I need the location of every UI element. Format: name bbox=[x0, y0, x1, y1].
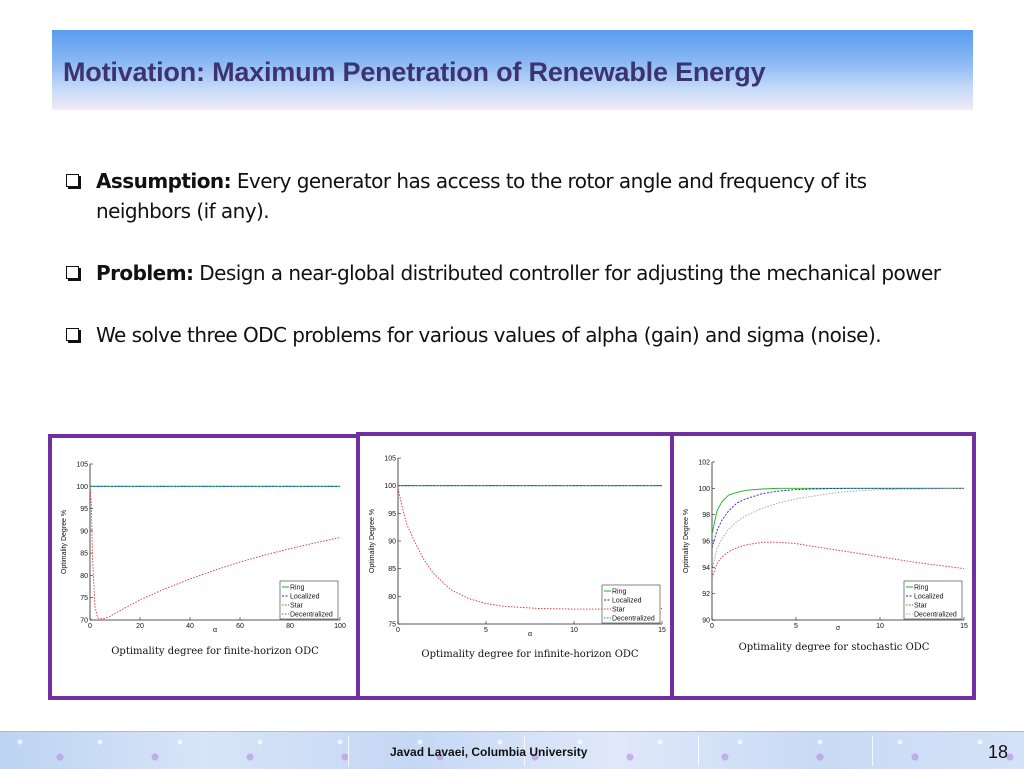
legend-label: Decentralized bbox=[612, 616, 655, 623]
footer-divider bbox=[348, 736, 349, 766]
y-axis-label: Optimality Degree % bbox=[683, 509, 690, 573]
x-tick-label: 100 bbox=[334, 623, 346, 630]
legend-label: Ring bbox=[612, 589, 627, 596]
legend-label: Ring bbox=[290, 585, 305, 592]
legend-box bbox=[903, 580, 963, 620]
x-axis-label: σ bbox=[836, 625, 841, 632]
series-line-star bbox=[711, 541, 965, 579]
x-tick-label: 15 bbox=[658, 627, 666, 634]
legend-label: Localized bbox=[914, 594, 944, 601]
y-tick-label: 95 bbox=[388, 511, 396, 518]
x-tick-label: 0 bbox=[88, 623, 92, 630]
x-axis-label: α bbox=[213, 627, 217, 634]
bullet-lead: Problem: bbox=[96, 261, 194, 285]
y-tick-label: 80 bbox=[80, 573, 88, 580]
y-tick-label: 90 bbox=[80, 528, 88, 535]
y-tick-label: 100 bbox=[698, 486, 710, 493]
x-tick-label: 0 bbox=[710, 623, 714, 630]
footer-credit: Javad Lavaei, Columbia University bbox=[390, 745, 588, 759]
x-tick-label: 40 bbox=[186, 623, 194, 630]
y-tick-label: 105 bbox=[384, 456, 396, 463]
y-tick-label: 102 bbox=[698, 460, 710, 467]
x-axis-label: α bbox=[528, 631, 532, 638]
checkbox-bullet-icon bbox=[66, 174, 79, 187]
x-tick-label: 5 bbox=[484, 627, 488, 634]
y-tick-label: 92 bbox=[702, 591, 710, 598]
checkbox-bullet-icon bbox=[66, 328, 79, 341]
y-tick-label: 90 bbox=[388, 539, 396, 546]
legend-label: Star bbox=[914, 603, 928, 610]
x-tick-label: 0 bbox=[396, 627, 400, 634]
plot-frame-finite: 70 75 80 85 90 95 100 105 0 20 40 60 80 100 Optimality… bbox=[48, 434, 362, 700]
chart-caption: Optimality degree for stochastic ODC bbox=[739, 642, 930, 653]
x-tick-label: 80 bbox=[286, 623, 294, 630]
y-tick-label: 75 bbox=[80, 595, 88, 602]
bullet-problem: Problem: Design a near-global distribute… bbox=[66, 258, 966, 288]
y-axis-label: Optimality Degree % bbox=[61, 510, 68, 574]
x-tick-label: 10 bbox=[570, 627, 578, 634]
y-tick-label: 100 bbox=[76, 484, 88, 491]
footer-divider bbox=[698, 736, 699, 766]
bullet-assumption: Assumption: Every generator has access t… bbox=[66, 166, 966, 226]
legend-label: Decentralized bbox=[290, 612, 333, 619]
bullet-text: We solve three ODC problems for various … bbox=[96, 323, 882, 347]
legend: Ring Localized Star Decentralized bbox=[903, 580, 963, 620]
chart-infinite-horizon: 75 80 85 90 95 100 105 0 5 10 15 Optimality Degree … bbox=[369, 456, 666, 661]
footer-bar: Javad Lavaei, Columbia University 18 bbox=[0, 731, 1024, 769]
y-tick-label: 105 bbox=[76, 462, 88, 469]
y-tick-label: 100 bbox=[384, 483, 396, 490]
chart-finite-horizon: 70 75 80 85 90 95 100 105 0 20 40 60 80 100 Optimality… bbox=[61, 462, 346, 658]
y-tick-label: 75 bbox=[388, 622, 396, 629]
legend: Ring Localized Star Decentralized bbox=[279, 580, 339, 620]
x-tick-label: 15 bbox=[960, 623, 968, 630]
y-tick-label: 98 bbox=[702, 512, 710, 519]
bullet-text: Every generator has access to the rotor … bbox=[96, 169, 867, 223]
y-tick-label: 96 bbox=[702, 539, 710, 546]
legend-label: Localized bbox=[290, 594, 320, 601]
legend-box bbox=[279, 580, 339, 620]
bullet-list: Assumption: Every generator has access t… bbox=[66, 166, 966, 382]
series-line-star bbox=[397, 488, 663, 610]
legend-label: Localized bbox=[612, 598, 642, 605]
footer-divider bbox=[872, 736, 873, 766]
page-number: 18 bbox=[987, 742, 1008, 762]
x-tick-label: 10 bbox=[876, 623, 884, 630]
legend: Ring Localized Star Decentralized bbox=[601, 584, 661, 624]
y-tick-label: 94 bbox=[702, 565, 710, 572]
y-tick-label: 85 bbox=[80, 551, 88, 558]
chart-caption: Optimality degree for infinite-horizon O… bbox=[421, 649, 639, 660]
legend-box bbox=[601, 584, 661, 624]
y-tick-label: 85 bbox=[388, 566, 396, 573]
y-axis-label: Optimality Degree % bbox=[369, 509, 376, 573]
series-line-decentralized bbox=[711, 487, 965, 571]
legend-label: Star bbox=[290, 603, 304, 610]
title-bar: Motivation: Maximum Penetration of Renew… bbox=[52, 30, 973, 110]
x-tick-label: 5 bbox=[794, 623, 798, 630]
x-tick-label: 60 bbox=[236, 623, 244, 630]
legend-label: Decentralized bbox=[914, 612, 957, 619]
x-tick-label: 20 bbox=[136, 623, 144, 630]
plot-frame-infinite: 75 80 85 90 95 100 105 0 5 10 15 Optimality Degree … bbox=[356, 432, 676, 700]
legend-label: Star bbox=[612, 607, 626, 614]
checkbox-bullet-icon bbox=[66, 266, 79, 279]
y-tick-label: 70 bbox=[80, 618, 88, 625]
y-tick-label: 90 bbox=[702, 618, 710, 625]
series-line-ring bbox=[711, 487, 964, 535]
series-line-localized bbox=[711, 487, 964, 548]
plot-frame-stochastic: 90 92 94 96 98 100 102 0 5 10 15 Optimality Degree … bbox=[670, 432, 976, 700]
footer-divider bbox=[524, 736, 525, 766]
bullet-lead: Assumption: bbox=[96, 169, 232, 193]
legend-label: Ring bbox=[914, 585, 929, 592]
y-tick-label: 95 bbox=[80, 506, 88, 513]
bullet-odc: We solve three ODC problems for various … bbox=[66, 320, 966, 350]
bullet-text: Design a near-global distributed control… bbox=[193, 261, 941, 285]
y-tick-label: 80 bbox=[388, 594, 396, 601]
chart-stochastic: 90 92 94 96 98 100 102 0 5 10 15 Optimality Degree … bbox=[683, 460, 968, 654]
chart-caption: Optimality degree for finite-horizon ODC bbox=[111, 646, 319, 657]
slide-title: Motivation: Maximum Penetration of Renew… bbox=[63, 57, 766, 87]
